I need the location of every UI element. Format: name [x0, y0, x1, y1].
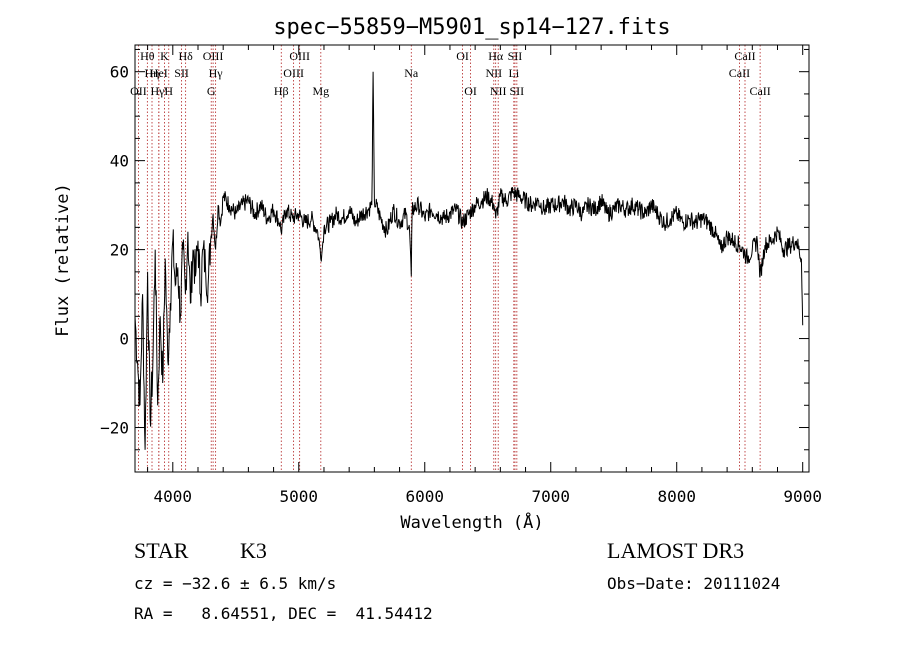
plot-frame — [134, 44, 810, 473]
x-tick-label: 9000 — [783, 487, 822, 506]
y-axis-ticks: −20 0 20 40 60 — [100, 48, 809, 451]
spectral-line-label: Hη — [145, 66, 160, 80]
spectral-line-label: SII — [174, 66, 189, 80]
spectral-line-label: Hβ — [274, 84, 289, 98]
chart-title: spec−55859−M5901_sp14−127.fits — [273, 15, 670, 40]
x-tick-label: 5000 — [280, 487, 319, 506]
y-axis-label: Flux (relative) — [53, 183, 73, 337]
spectral-line-label: OIII — [283, 66, 304, 80]
x-tick-label: 6000 — [405, 487, 444, 506]
spectral-line-label: G — [207, 84, 216, 98]
y-tick-label: 60 — [110, 63, 129, 82]
spectral-line-label: OIII — [289, 49, 310, 63]
spectral-line-label: OI — [456, 49, 469, 63]
spectral-line-label: OIII — [203, 49, 224, 63]
observation-date: Obs−Date: 20111024 — [607, 574, 781, 593]
survey-name: LAMOST DR3 — [607, 538, 745, 563]
spectral-line-label: Hδ — [178, 49, 193, 63]
spectral-line-label: Hθ — [140, 49, 155, 63]
spectral-line-markers — [138, 45, 761, 472]
flux-series-line — [134, 71, 804, 450]
spectral-line-label: OII — [130, 84, 147, 98]
x-tick-label: 8000 — [657, 487, 696, 506]
spectral-line-label: OI — [464, 84, 477, 98]
spectral-line-labels: Hθ OII HηK H HeI Hγ′ SII Hδ OIII Hγ G Hβ OIII OIII Mg N… — [130, 49, 771, 98]
spectral-line-label: CaII — [749, 84, 770, 98]
object-subclass: K3 — [240, 538, 267, 563]
spectral-line-label: Li — [508, 66, 519, 80]
spectral-line-label: CaII — [734, 49, 755, 63]
x-axis-ticks: 4000 5000 6000 7000 8000 9000 — [147, 45, 822, 506]
spectral-line-label: HeI — [150, 66, 168, 80]
redshift-cz: cz = −32.6 ± 6.5 km/s — [134, 574, 337, 593]
spectral-line-label: Mg — [312, 84, 329, 98]
spectral-line-label: Hα — [488, 49, 504, 63]
spectral-line-label: Na — [404, 66, 419, 80]
coordinates-ra-dec: RA = 8.64551, DEC = 41.54412 — [134, 604, 433, 623]
spectral-line-label: Hγ — [209, 66, 224, 80]
spectral-line-label: K — [160, 49, 169, 63]
spectral-line-label: CaII — [729, 66, 750, 80]
y-tick-label: −20 — [100, 419, 129, 438]
spectral-line-label: H — [164, 84, 173, 98]
object-class: STAR — [134, 538, 189, 563]
spectral-line-label: SII — [508, 49, 523, 63]
y-tick-label: 0 — [119, 330, 129, 349]
spectral-line-label: NII — [490, 84, 507, 98]
x-tick-label: 4000 — [154, 487, 193, 506]
spectral-line-label: NII — [485, 66, 502, 80]
spectral-line-label: Hγ′ — [151, 84, 168, 98]
y-tick-label: 20 — [110, 241, 129, 260]
x-axis-label: Wavelength (Å) — [400, 511, 543, 533]
x-tick-label: 7000 — [531, 487, 570, 506]
spectral-line-label: SII — [510, 84, 525, 98]
y-tick-label: 40 — [110, 152, 129, 171]
